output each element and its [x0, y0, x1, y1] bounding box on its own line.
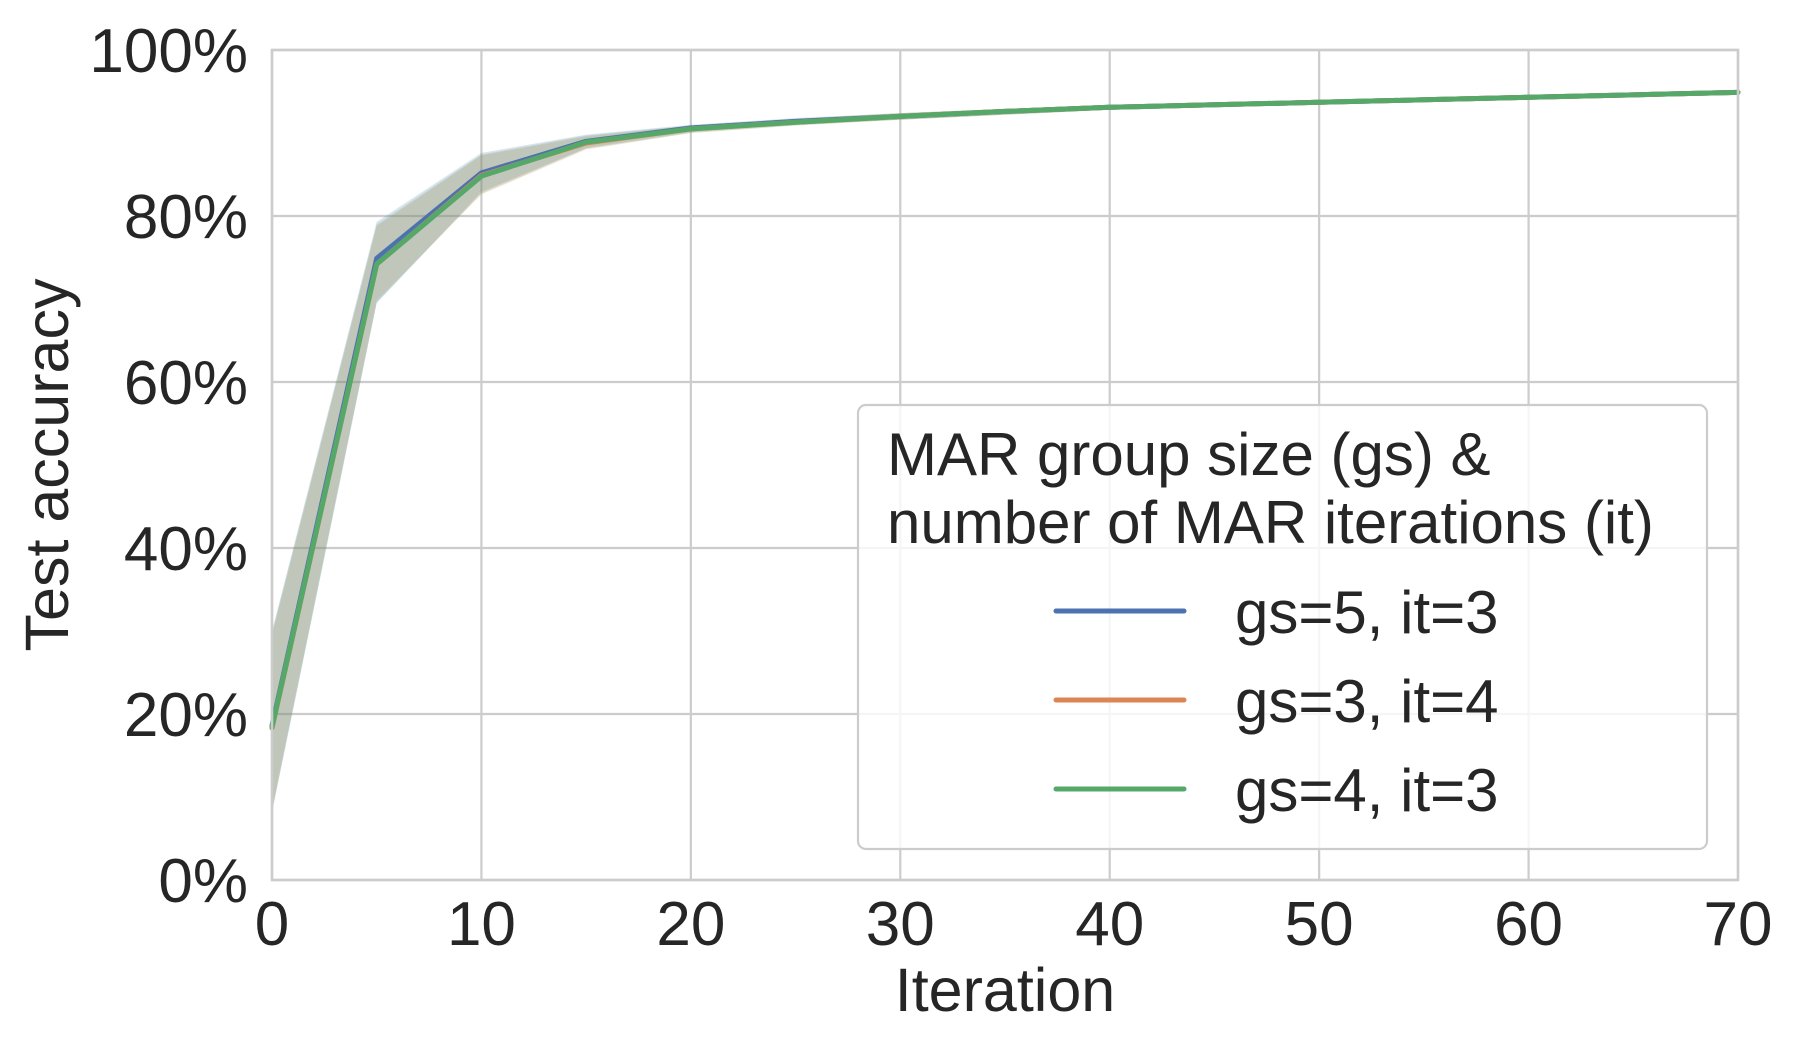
legend-entry-label: gs=4, it=3	[1235, 757, 1499, 824]
series-line	[269, 89, 1741, 730]
legend-entry: gs=3, it=4	[1053, 668, 1499, 735]
x-tick-label: 70	[1704, 890, 1773, 959]
x-axis-tick-labels: 0 10 20 30 40 50 60 70	[255, 890, 1773, 959]
x-tick-label: 60	[1494, 890, 1563, 959]
x-tick-label: 20	[656, 890, 725, 959]
x-tick-label: 30	[866, 890, 935, 959]
plot-frame	[270, 48, 1740, 882]
legend-entry-label: gs=5, it=3	[1235, 579, 1499, 646]
legend: MAR group size (gs) & number of MAR iter…	[856, 403, 1709, 851]
legend-title-line-1: MAR group size (gs) &	[887, 421, 1491, 488]
legend-entry-label: gs=3, it=4	[1235, 668, 1499, 735]
y-axis-tick-labels: 0% 20% 40% 60% 80% 100%	[89, 17, 248, 916]
y-tick-label: 80%	[124, 183, 248, 252]
x-tick-label: 50	[1285, 890, 1354, 959]
legend-entry: gs=5, it=3	[1053, 579, 1499, 646]
y-tick-label: 20%	[124, 681, 248, 750]
legend-entry: gs=4, it=3	[1053, 757, 1499, 824]
x-tick-label: 40	[1075, 890, 1144, 959]
legend-entries: gs=5, it=3 gs=3, it=4 gs=4, it=3	[1053, 579, 1499, 824]
y-tick-label: 0%	[158, 847, 248, 916]
x-axis-label: Iteration	[895, 956, 1115, 1024]
x-tick-label: 0	[255, 890, 289, 959]
y-axis-label: Test accuracy	[13, 278, 81, 651]
series-lines	[269, 89, 1741, 731]
y-tick-label: 60%	[124, 349, 248, 418]
legend-box	[856, 403, 1709, 851]
legend-title-line-2: number of MAR iterations (it)	[887, 489, 1654, 556]
y-tick-label: 100%	[89, 17, 248, 86]
y-tick-label: 40%	[124, 515, 248, 584]
x-tick-label: 10	[447, 890, 516, 959]
